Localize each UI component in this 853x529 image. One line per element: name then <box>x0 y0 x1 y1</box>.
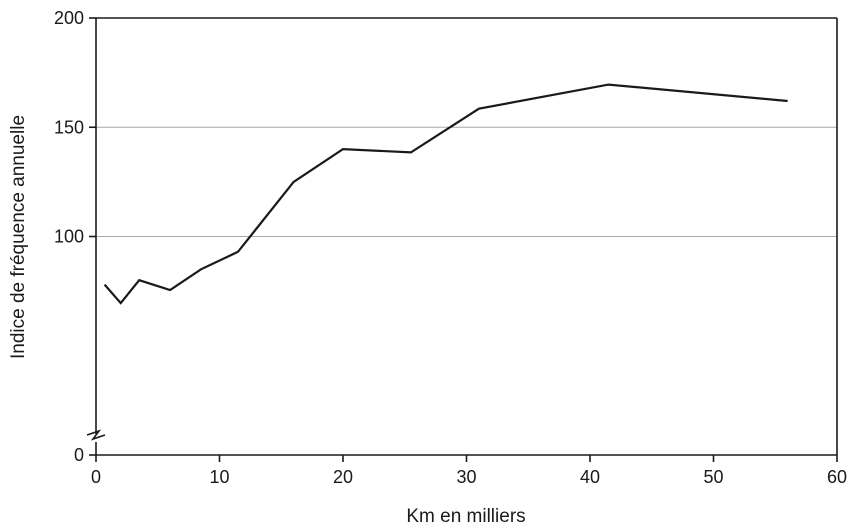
series-line-0 <box>103 83 788 305</box>
x-axis-label: Km en milliers <box>406 506 525 527</box>
x-tick-label: 10 <box>209 467 229 487</box>
y-tick-label: 200 <box>54 8 84 28</box>
y-tick-label: 100 <box>54 227 84 247</box>
series-layer <box>103 83 788 305</box>
x-tick-label: 50 <box>703 467 723 487</box>
x-tick-label: 20 <box>333 467 353 487</box>
x-tick-label: 30 <box>456 467 476 487</box>
gridlines <box>96 126 837 237</box>
axis-break-mark <box>86 429 106 441</box>
y-axis-label: Indice de fréquence annuelle <box>8 115 29 359</box>
x-tick-label: 0 <box>91 467 101 487</box>
axes <box>86 17 838 462</box>
y-tick-label: 150 <box>54 117 84 137</box>
x-tick-label: 40 <box>580 467 600 487</box>
x-tick-label: 60 <box>827 467 847 487</box>
tick-labels: 0 10 20 30 40 50 60 0 100 150 200 <box>54 8 847 487</box>
y-tick-label: 0 <box>74 445 84 465</box>
